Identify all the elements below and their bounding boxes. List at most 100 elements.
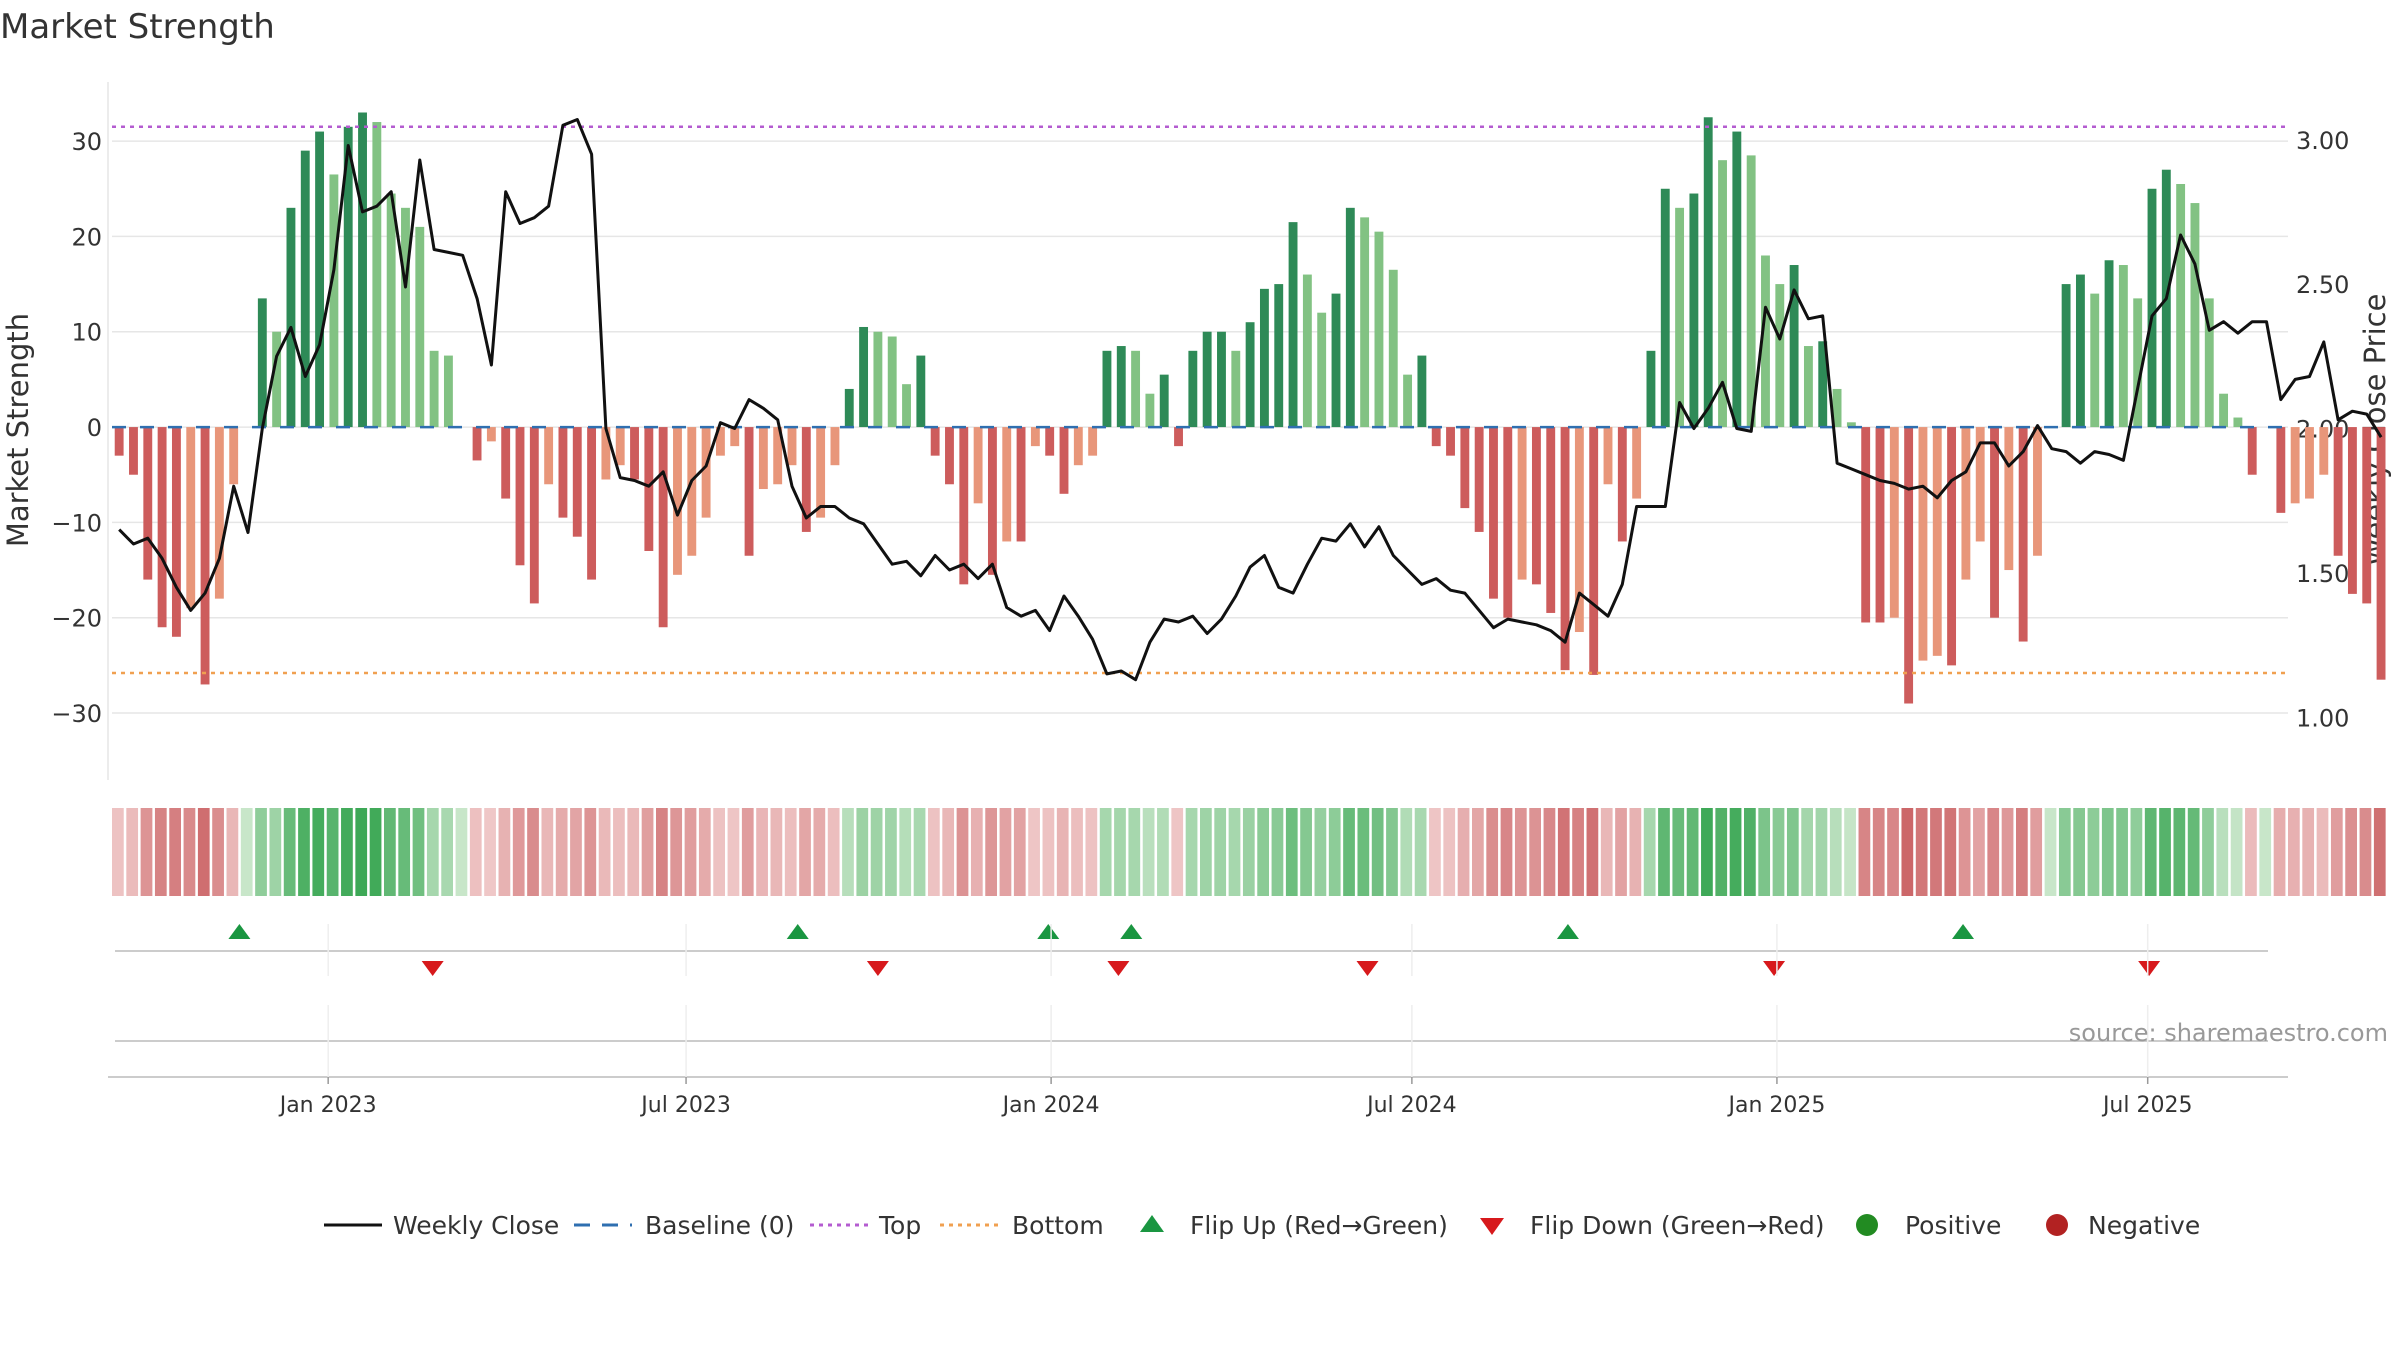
heat-cell xyxy=(2044,808,2057,896)
strength-bar xyxy=(1231,350,1241,428)
strength-bar xyxy=(1489,427,1498,599)
strength-bar xyxy=(730,427,740,447)
heat-cell xyxy=(2030,808,2043,896)
strength-bar xyxy=(687,427,697,556)
strength-bar xyxy=(329,174,339,428)
strength-bar xyxy=(2033,427,2042,556)
y-right-tick-label: 3.00 xyxy=(2296,127,2349,155)
strength-bar xyxy=(429,350,439,428)
heat-cell xyxy=(1285,808,1298,896)
heat-cell xyxy=(1214,808,1227,896)
strength-bar xyxy=(1861,427,1871,623)
heat-cell xyxy=(942,808,955,896)
heat-cell xyxy=(1786,808,1799,896)
strength-bar xyxy=(1503,427,1513,618)
strength-bar xyxy=(415,226,425,428)
strength-bar xyxy=(358,112,367,428)
x-tick-label: Jul 2024 xyxy=(1365,1093,1457,1118)
strength-bar xyxy=(830,427,840,466)
left-y-axis-label: Market Strength xyxy=(1,313,35,547)
heat-cell xyxy=(1400,808,1413,896)
heat-cell xyxy=(970,808,983,896)
heat-cell xyxy=(827,808,840,896)
flip-up-marker xyxy=(1952,924,1975,939)
strength-bar xyxy=(1403,374,1413,428)
heat-cell xyxy=(913,808,926,896)
heat-cell xyxy=(326,808,339,896)
strength-bar xyxy=(143,427,153,580)
strength-bar xyxy=(930,427,940,456)
heat-cell xyxy=(684,808,697,896)
strength-bar xyxy=(2305,427,2314,499)
heat-cell xyxy=(1443,808,1456,896)
strength-bar xyxy=(1689,193,1699,428)
legend: Weekly Close Baseline (0) Top Bottom Flip Up… xyxy=(324,1211,2200,1240)
heat-cell xyxy=(1486,808,1499,896)
heat-cell xyxy=(2087,808,2100,896)
strength-bar xyxy=(386,193,396,428)
strength-bars xyxy=(114,112,2386,704)
strength-bar xyxy=(587,427,597,580)
heat-cell xyxy=(799,808,811,896)
heat-cell xyxy=(126,808,139,896)
strength-bar xyxy=(1961,427,1971,580)
heat-cell xyxy=(670,808,683,896)
strength-bar xyxy=(1302,274,1312,428)
heat-cell xyxy=(2058,808,2071,896)
strength-bar xyxy=(758,427,768,490)
heat-cell xyxy=(928,808,940,896)
strength-bar xyxy=(572,427,582,537)
strength-bar xyxy=(1417,355,1427,428)
heat-cell xyxy=(1915,808,1928,896)
heat-cell xyxy=(541,808,554,896)
heat-cell xyxy=(2230,808,2243,896)
heat-cell xyxy=(2359,808,2372,896)
strength-bar xyxy=(2176,183,2186,428)
strength-bar xyxy=(1918,427,1928,661)
legend-label: Baseline (0) xyxy=(645,1211,794,1240)
chart-title: Market Strength xyxy=(0,7,275,47)
heat-cell xyxy=(2216,808,2229,896)
heat-cell xyxy=(2073,808,2086,896)
strength-bar xyxy=(229,427,239,485)
heat-cell xyxy=(2187,808,2200,896)
strength-bar xyxy=(2247,427,2257,475)
heat-cell xyxy=(1858,808,1871,896)
y-right-tick-label: 1.50 xyxy=(2296,560,2349,588)
heat-cell xyxy=(1328,808,1341,896)
heat-cell xyxy=(112,808,124,896)
strength-bar xyxy=(615,427,625,466)
heat-cell xyxy=(756,808,768,896)
x-tick-label: Jan 2025 xyxy=(1726,1093,1825,1118)
strength-bar xyxy=(1288,222,1298,428)
strength-bar xyxy=(1217,331,1226,428)
strength-bar xyxy=(1245,322,1255,428)
heat-cell xyxy=(784,808,797,896)
strength-bar xyxy=(1990,427,1999,618)
legend-swatch xyxy=(1480,1218,1504,1235)
heat-cell xyxy=(741,808,754,896)
strength-bar xyxy=(1703,117,1713,428)
flip-down-marker xyxy=(866,961,889,976)
strength-bar xyxy=(1889,427,1899,618)
heat-cell xyxy=(398,808,411,896)
strength-bar xyxy=(1317,312,1327,428)
y-tick-label: −10 xyxy=(51,509,102,537)
strength-bar xyxy=(987,427,997,575)
heat-cell xyxy=(999,808,1012,896)
strength-bar xyxy=(1574,427,1584,633)
heat-cell xyxy=(1772,808,1785,896)
heat-cell xyxy=(1557,808,1570,896)
strength-bar xyxy=(1775,284,1785,428)
heat-cell xyxy=(1701,808,1713,896)
x-tick-label: Jan 2023 xyxy=(278,1093,377,1118)
heat-cell xyxy=(426,808,439,896)
strength-bar xyxy=(558,427,568,518)
heat-cell xyxy=(1543,808,1556,896)
strength-bar xyxy=(1145,393,1155,428)
y-right-tick-label: 1.00 xyxy=(2296,704,2349,732)
heat-cell xyxy=(1514,808,1527,896)
strength-bar xyxy=(1975,427,1985,542)
strength-bar xyxy=(844,388,854,428)
heat-cell xyxy=(2330,808,2343,896)
